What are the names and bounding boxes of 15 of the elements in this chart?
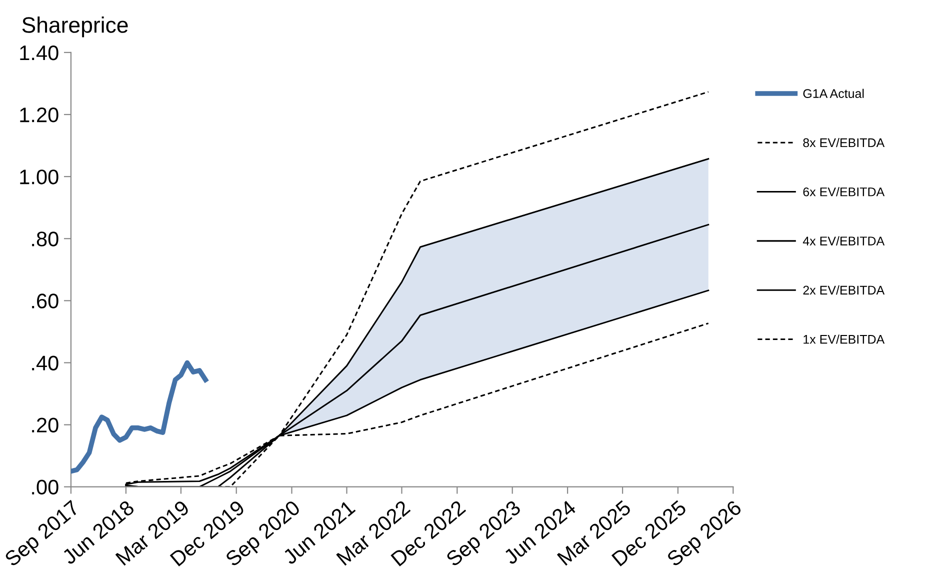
y-tick-label: 1.40 [20, 45, 58, 60]
legend-label: G1A Actual [803, 88, 864, 98]
y-axis-title: Shareprice [22, 16, 128, 38]
y-tick-label: .00 [32, 480, 58, 495]
legend-label: 2x EV/EBITDA [803, 285, 885, 295]
y-tick-label: .40 [32, 356, 58, 370]
legend-label: 4x EV/EBITDA [802, 236, 885, 246]
legend-label: 8x EV/EBITDA [803, 138, 885, 148]
legend-label: 1x EV/EBITDA [804, 334, 885, 344]
y-tick-label: .60 [32, 294, 58, 308]
y-tick-label: 1.20 [20, 108, 58, 122]
y-tick-label: .20 [32, 418, 58, 433]
y-tick-label: 1.00 [20, 170, 58, 184]
legend-label: 6x EV/EBITDA [803, 187, 885, 196]
y-tick-label: .80 [32, 232, 58, 246]
